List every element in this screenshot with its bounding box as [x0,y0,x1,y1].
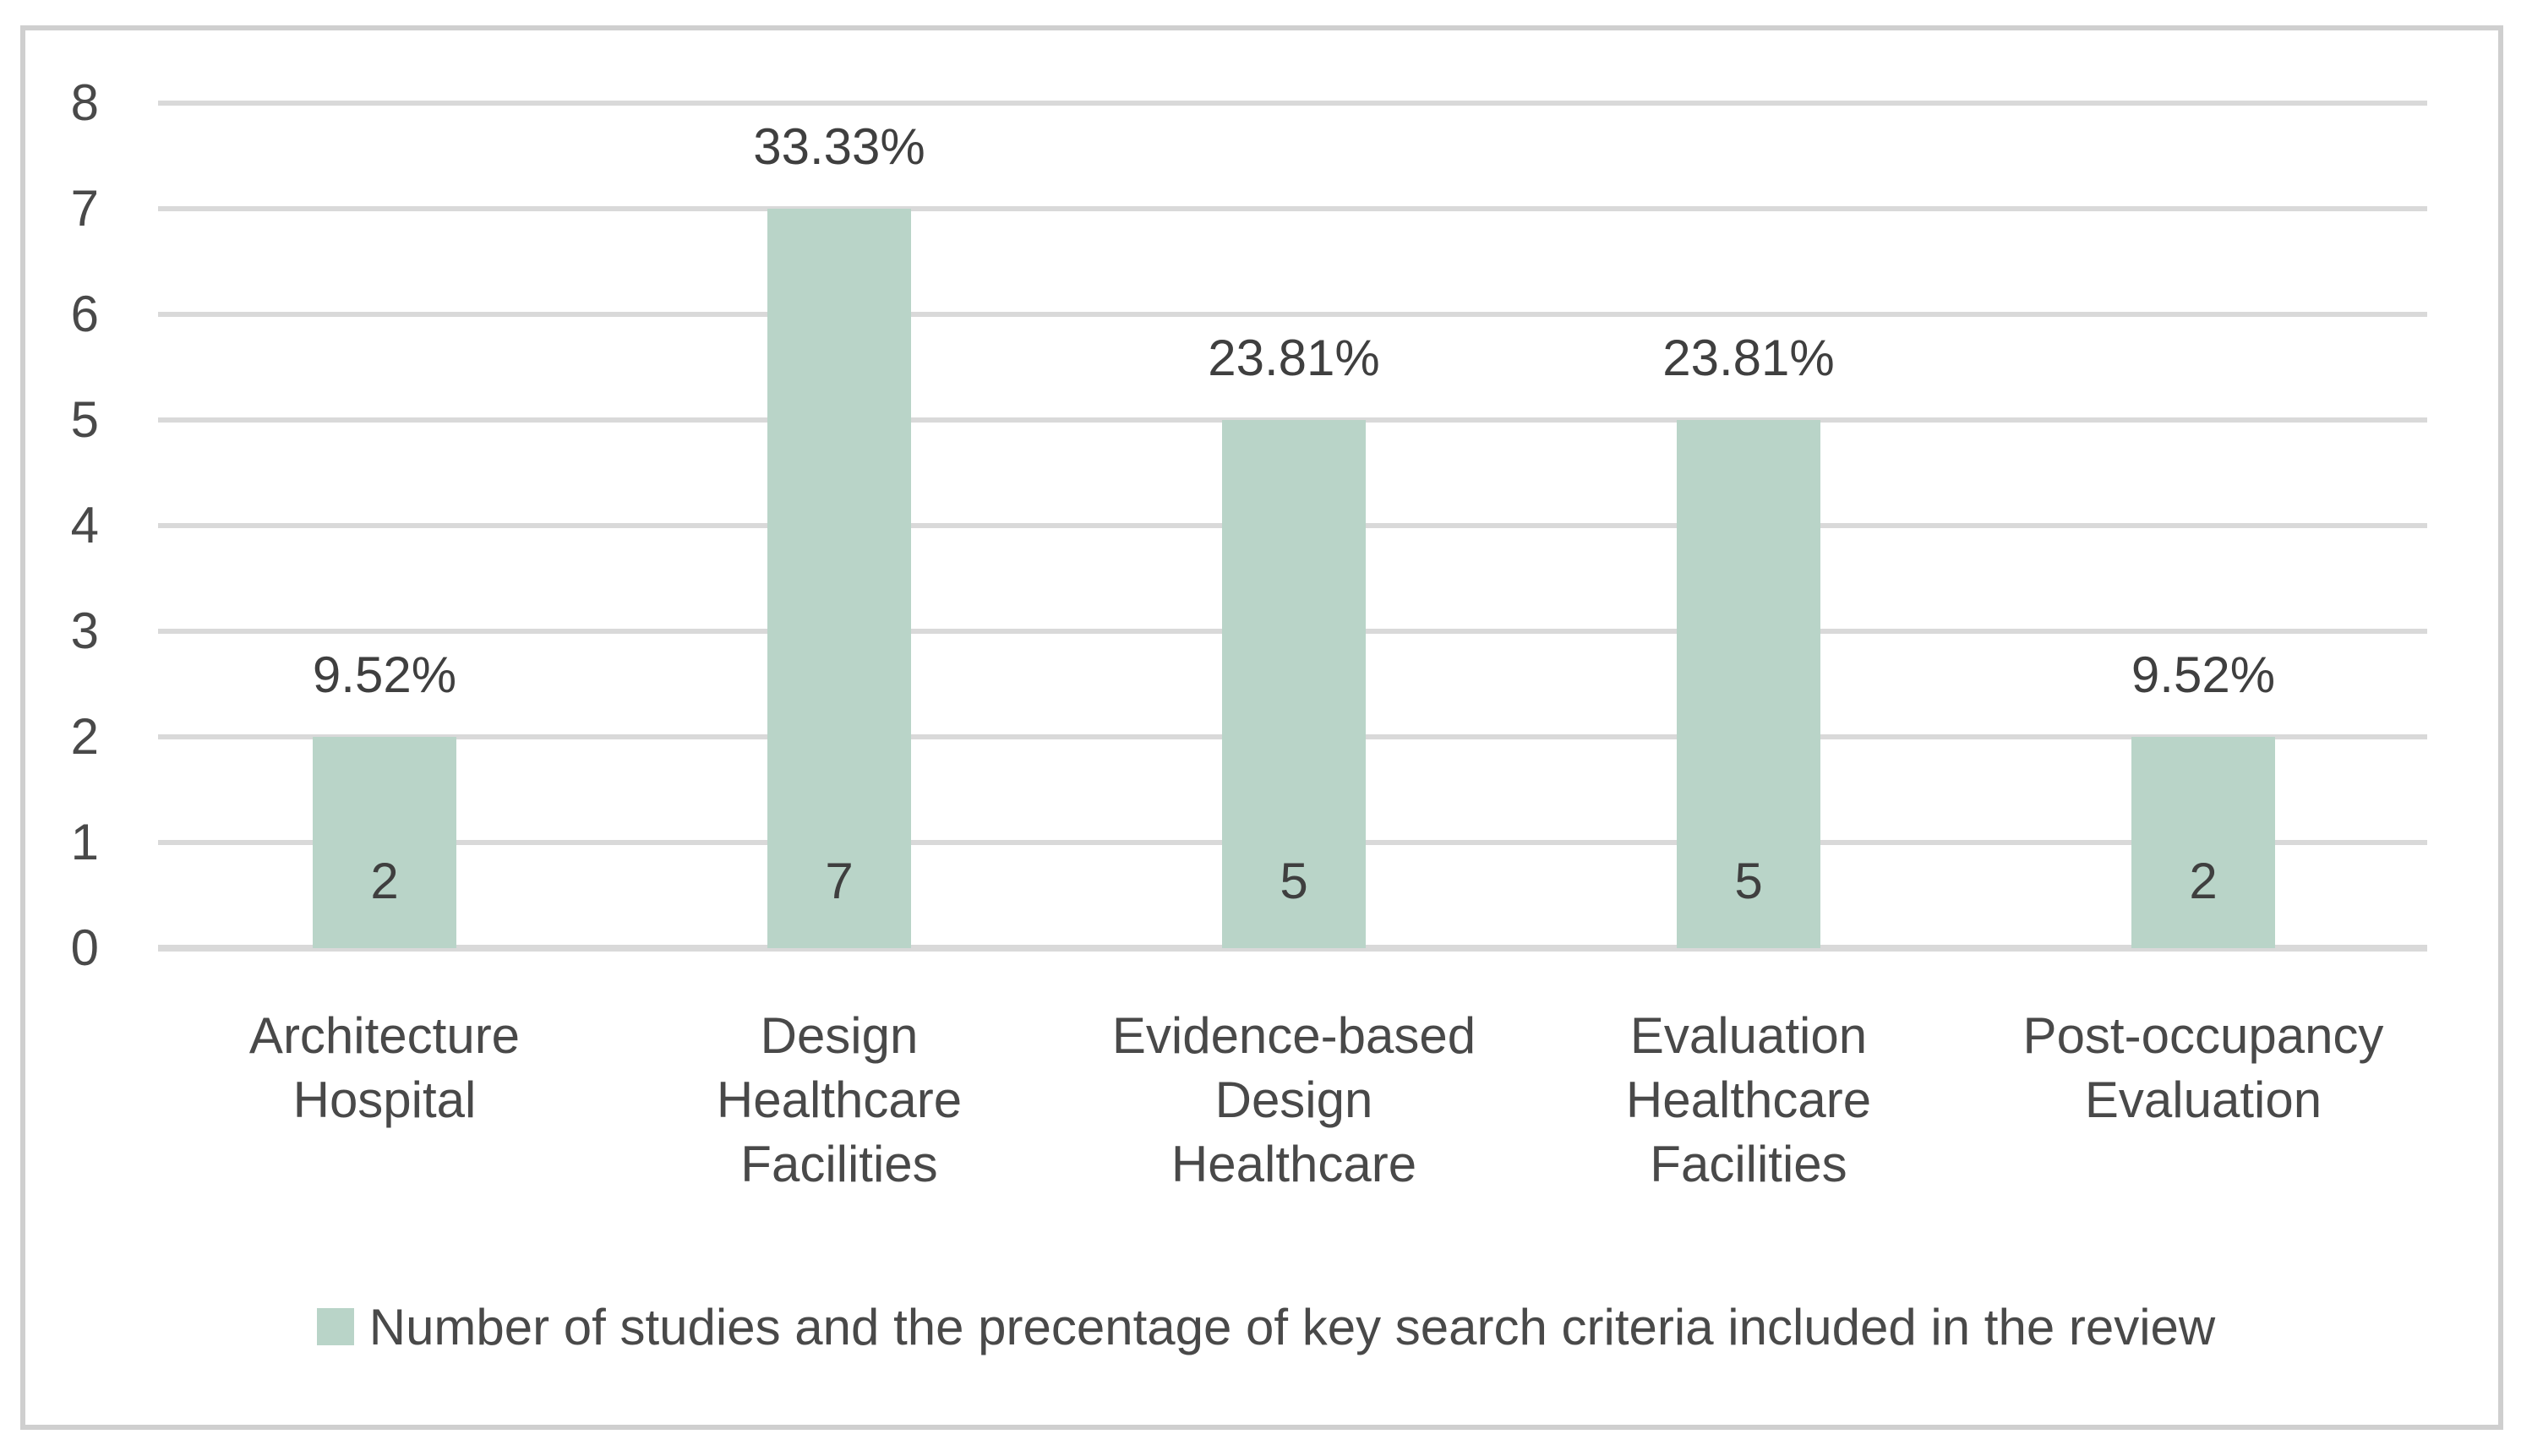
legend: Number of studies and the precentage of … [0,1299,2532,1355]
gridline [158,312,2427,317]
y-tick-label: 4 [70,497,99,553]
y-tick-label: 0 [70,919,99,976]
x-category-label-line: Evaluation [2084,1072,2322,1128]
bar-percentage-label: 9.52% [2131,646,2276,703]
x-category-label-line: Post-occupancy [2022,1007,2384,1064]
x-category-label-line: Evidence-based [1111,1007,1476,1064]
bar-value-label: 2 [2189,853,2218,909]
bar [313,737,456,948]
legend-color-marker [316,1308,354,1345]
bar-percentage-label: 33.33% [753,118,925,175]
y-tick-label: 7 [70,180,99,237]
x-category-label-line: Design [760,1007,919,1064]
bar-value-label: 5 [1280,853,1308,909]
x-category-label-line: Design [1214,1072,1373,1128]
bar [1222,420,1366,948]
bar-percentage-label: 23.81% [1662,330,1835,386]
x-category-label: Architecture Hospital [157,1004,612,1132]
y-tick-label: 6 [70,286,99,342]
bar-value-label: 7 [825,853,854,909]
x-category-label-line: Healthcare [716,1072,963,1128]
bar-value-label: 5 [1734,853,1763,909]
bar-percentage-label: 9.52% [312,646,457,703]
bar [767,209,911,948]
x-axis-line [158,945,2427,952]
x-category-label-line: Healthcare [1625,1072,1872,1128]
x-category-label-line: Facilities [740,1136,938,1192]
x-category-label-line: Hospital [292,1072,477,1128]
x-category-label: Post-occupancy Evaluation [1976,1004,2431,1132]
y-tick-label: 3 [70,603,99,659]
x-category-label: Design Healthcare Facilities [612,1004,1067,1197]
bar-value-label: 2 [370,853,399,909]
y-tick-label: 8 [70,74,99,131]
y-tick-label: 1 [70,814,99,870]
bar [2131,737,2275,948]
gridline [158,206,2427,211]
bar [1677,420,1820,948]
x-category-label-line: Healthcare [1171,1136,1417,1192]
bar-percentage-label: 23.81% [1208,330,1380,386]
x-category-label: Evaluation Healthcare Facilities [1521,1004,1976,1197]
y-tick-label: 5 [70,391,99,448]
gridline [158,101,2427,106]
x-category-label-line: Facilities [1650,1136,1847,1192]
legend-label: Number of studies and the precentage of … [368,1298,2216,1355]
y-tick-label: 2 [70,708,99,765]
x-category-label-line: Architecture [248,1007,521,1064]
x-category-label: Evidence-based Design Healthcare [1067,1004,1521,1197]
x-category-label-line: Evaluation [1629,1007,1868,1064]
